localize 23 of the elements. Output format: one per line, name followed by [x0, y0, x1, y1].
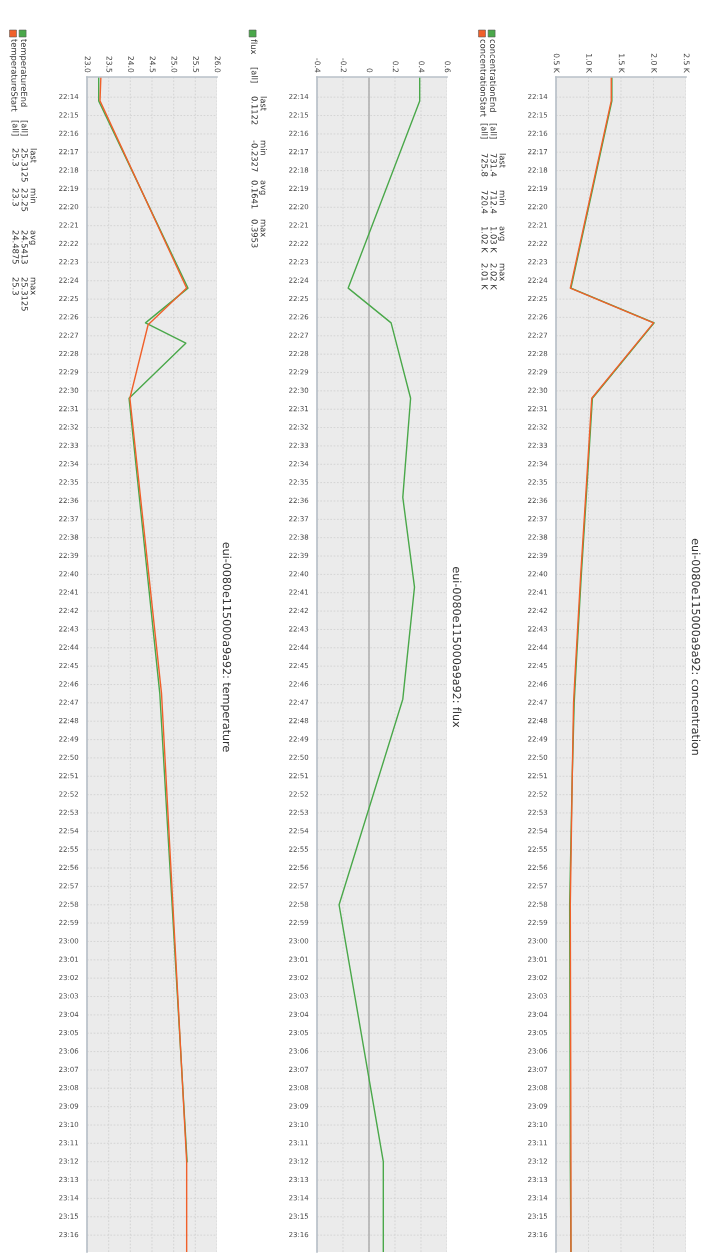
legend-label: concentrationEnd [489, 39, 497, 112]
text: max 2.02 K 2.01 K [481, 263, 505, 290]
text: eui-0080e115000a9a92: concentration [691, 538, 701, 755]
text: [all] [all] [11, 120, 28, 136]
text: [all] [all] [480, 123, 497, 139]
legend-label: temperatureStart [9, 39, 18, 112]
text: min 712.4 720.4 [481, 190, 506, 214]
text: max 0.3953 [251, 219, 266, 248]
text: avg 24.5413 24.4875 [12, 230, 36, 264]
legend-label: concentrationStart [480, 39, 487, 117]
text: last 0.1122 [251, 96, 267, 125]
text: min 23.25 23.3 [12, 188, 37, 212]
text: last 731.4 725.8 [481, 153, 506, 177]
text: avg 0.1641 [251, 180, 266, 209]
text: [all] [250, 67, 258, 83]
text: max 25.3125 25.3 [12, 277, 36, 311]
text: eui-0080e115000a9a92: temperature [220, 542, 232, 752]
text: avg 1.03 K 1.02 K [481, 226, 505, 253]
text: min -0.2327 [251, 140, 267, 172]
legend-label: temperatureEnd [19, 39, 28, 107]
text: eui-0080e115000a9a92: flux [452, 567, 462, 728]
text: last 25.3125 25.3 [12, 148, 37, 182]
legend-label: flux [250, 39, 258, 55]
